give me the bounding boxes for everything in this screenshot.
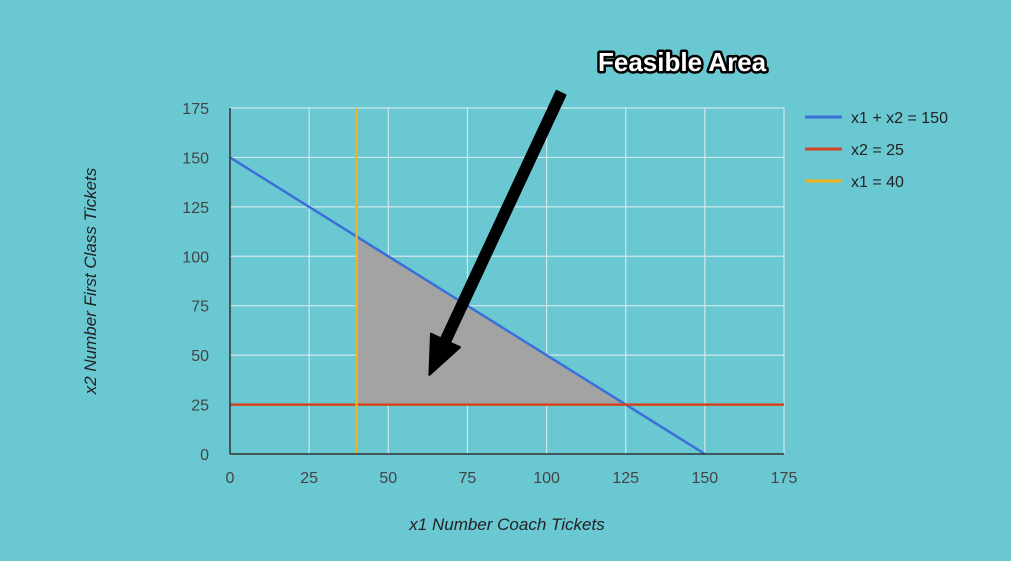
y-axis-title: x2 Number First Class Tickets [81,167,100,395]
x-tick-label: 150 [692,470,719,487]
x-tick-label: 25 [300,470,318,487]
x-tick-label: 0 [226,470,235,487]
annotation-text: Feasible Area [598,47,767,77]
x-axis-title: x1 Number Coach Tickets [408,515,605,534]
grid [230,107,785,454]
y-tick-label: 150 [182,150,209,167]
y-tick-label: 125 [182,200,209,217]
legend-label-1: x1 + x2 = 150 [851,110,948,127]
x-tick-label: 125 [612,470,639,487]
legend-label-2: x2 = 25 [851,142,904,159]
annotation-arrow [428,89,567,376]
x-tick-label: 75 [459,470,477,487]
y-tick-label: 50 [191,348,209,365]
annotation: Feasible Area [428,45,769,376]
x-tick-labels: 0 25 50 75 100 125 150 175 [226,470,798,487]
x-tick-label: 50 [379,470,397,487]
x-tick-label: 100 [533,470,560,487]
axes [229,108,784,455]
y-tick-label: 0 [200,447,209,464]
legend: x1 + x2 = 150 x2 = 25 x1 = 40 [805,110,948,191]
legend-label-3: x1 = 40 [851,174,904,191]
y-tick-labels: 0 25 50 75 100 125 150 175 [182,101,209,464]
y-tick-label: 100 [182,249,209,266]
y-tick-label: 175 [182,101,209,118]
y-tick-label: 75 [191,299,209,316]
y-tick-label: 25 [191,398,209,415]
x-tick-label: 175 [771,470,798,487]
